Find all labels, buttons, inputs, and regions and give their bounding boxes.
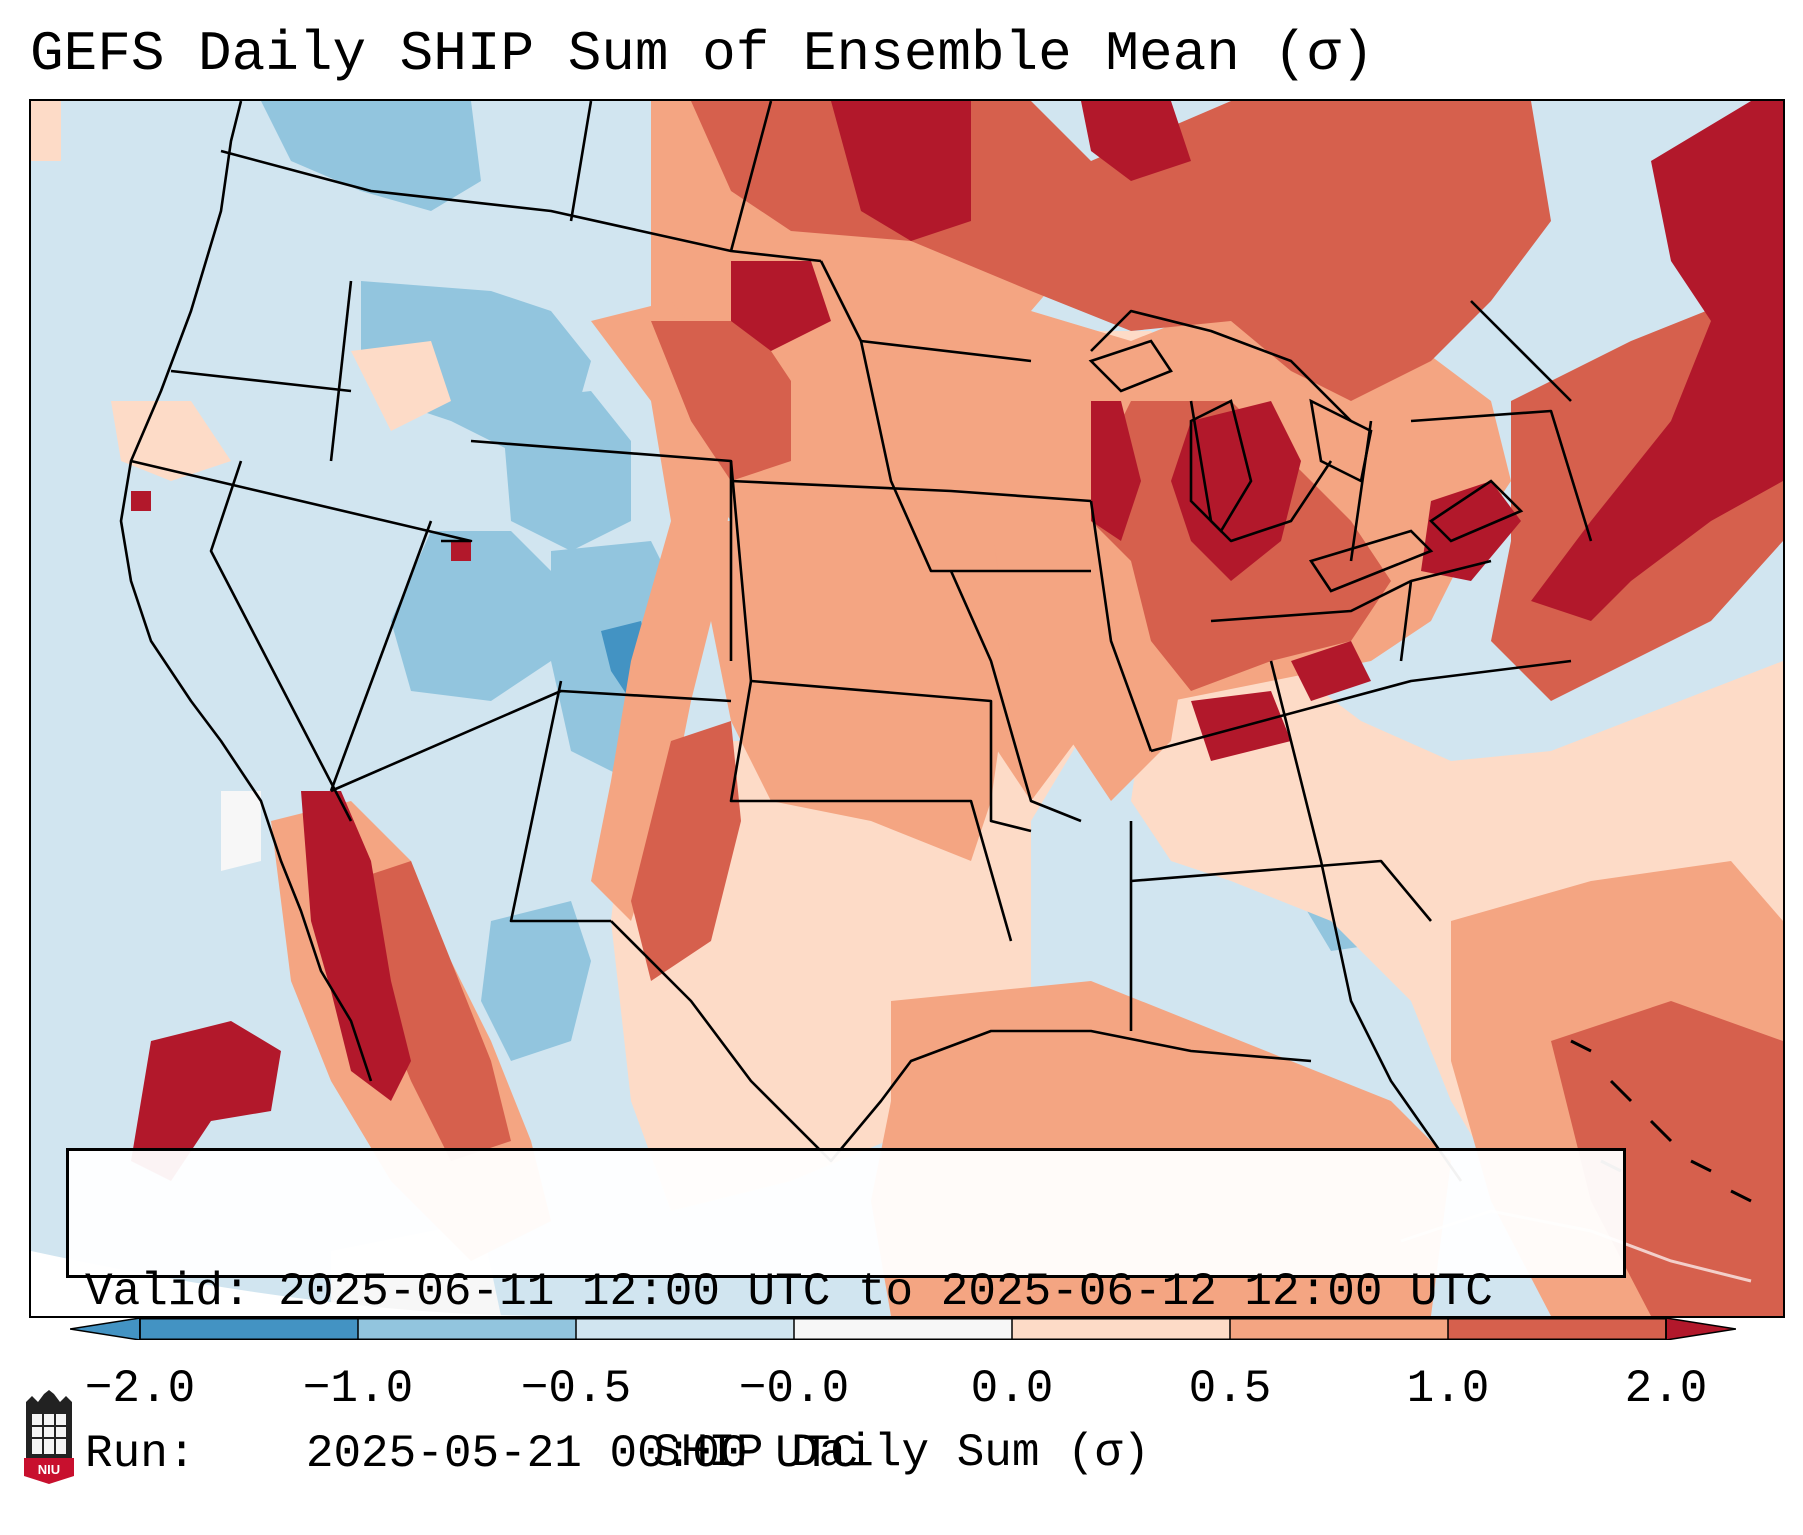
colorbar-segment xyxy=(140,1318,359,1340)
colorbar-tick-label: −0.0 xyxy=(738,1363,850,1415)
colorbar-tick-label: 2.0 xyxy=(1624,1363,1708,1415)
valid-value: 2025-06-11 12:00 UTC to 2025-06-12 12:00… xyxy=(278,1266,1493,1318)
run-value: 2025-05-21 00:00 UTC xyxy=(305,1428,858,1480)
map-title: GEFS Daily SHIP Sum of Ensemble Mean (σ) xyxy=(30,22,1375,86)
map-panel xyxy=(29,99,1785,1318)
run-label: Run: xyxy=(85,1428,196,1480)
niu-logo-text: NIU xyxy=(38,1462,60,1477)
niu-logo: NIU xyxy=(24,1390,74,1484)
colorbar-segment xyxy=(576,1318,795,1340)
state-boundaries xyxy=(119,101,1593,1182)
anomaly-map xyxy=(31,101,1783,1316)
colorbar-tick-label: −2.0 xyxy=(84,1363,196,1415)
very-strong-positive-regions xyxy=(131,101,1783,1181)
validity-info-box: Valid: 2025-06-11 12:00 UTC to 2025-06-1… xyxy=(66,1148,1626,1480)
colorbar-tick-label: 0.0 xyxy=(970,1363,1054,1415)
run-row: Run: 2025-05-21 00:00 UTC xyxy=(85,1427,1607,1481)
colorbar-extend-min xyxy=(70,1318,141,1340)
colorbar-tick-label: −1.0 xyxy=(302,1363,414,1415)
colorbar-segment xyxy=(794,1318,1013,1340)
colorbar-segment xyxy=(1448,1318,1667,1340)
colorbar-tick-label: 0.5 xyxy=(1188,1363,1272,1415)
colorbar-segment xyxy=(1230,1318,1449,1340)
colorbar-segment xyxy=(358,1318,577,1340)
projection-edge xyxy=(31,1251,551,1316)
colorbar-tick-label: −0.5 xyxy=(520,1363,632,1415)
colorbar-label: SHIP Daily Sum (σ) xyxy=(653,1427,1150,1479)
colorbar xyxy=(70,1318,1736,1340)
valid-row: Valid: 2025-06-11 12:00 UTC to 2025-06-1… xyxy=(85,1265,1607,1319)
great-lakes xyxy=(1088,339,1524,593)
valid-label: Valid: xyxy=(85,1266,251,1318)
colorbar-extend-max xyxy=(1665,1318,1736,1340)
colorbar-segment xyxy=(1012,1318,1231,1340)
colorbar-tick-label: 1.0 xyxy=(1406,1363,1490,1415)
